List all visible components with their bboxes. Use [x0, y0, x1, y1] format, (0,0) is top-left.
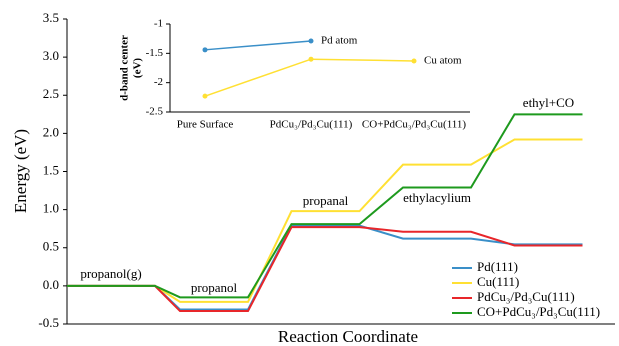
state-label: propanol: [191, 280, 238, 295]
state-label: ethyl+CO: [523, 95, 574, 110]
y-tick-label: 0.5: [43, 239, 59, 254]
series-label: Cu atom: [424, 54, 462, 66]
y-tick-label: 2.5: [43, 86, 59, 101]
y-axis-title: Energy (eV): [11, 129, 30, 213]
y-tick-label: 3.0: [43, 48, 59, 63]
y-tick-label: 1.5: [43, 162, 59, 177]
inset-point: [411, 58, 417, 64]
inset-line: [204, 40, 312, 51]
energy-line: [67, 226, 583, 313]
state-label: propanol(g): [80, 266, 141, 281]
inset-line: [204, 58, 415, 97]
y-tick-label: 1.0: [43, 201, 59, 216]
inset-x-tick-label: CO+PdCu₃/Pd₃Cu(111): [362, 119, 466, 131]
inset-point: [202, 47, 208, 53]
energy-line: [67, 113, 583, 299]
legend-label: CO+PdCu₃/Pd₃Cu(111): [477, 304, 600, 319]
y-tick-label: -0.5: [38, 315, 59, 330]
state-label: propanal: [303, 193, 349, 208]
inset-point: [202, 93, 208, 99]
inset-point: [308, 38, 314, 44]
legend-label: PdCu₃/Pd₃Cu(111): [477, 289, 575, 304]
inset-y-tick-label: -1: [154, 18, 163, 30]
x-axis-title: Reaction Coordinate: [278, 327, 418, 346]
legend-label: Pd(111): [477, 259, 518, 274]
inset-y-tick-label: -2: [154, 76, 163, 88]
inset-y-axis-title: (eV): [132, 58, 144, 78]
inset-y-tick-label: -2.5: [146, 106, 164, 118]
inset-y-tick-label: -1.5: [146, 47, 164, 59]
legend-label: Cu(111): [477, 274, 519, 289]
y-tick-label: 3.5: [43, 10, 59, 25]
y-tick-label: 0.0: [43, 277, 59, 292]
inset-point: [308, 56, 314, 62]
state-label: ethylacylium: [403, 190, 471, 205]
inset-y-axis-title: d-band center: [119, 35, 131, 101]
series-label: Pd atom: [321, 35, 358, 47]
inset-x-tick-label: PdCu₃/Pd₃Cu(111): [270, 119, 353, 131]
y-tick-label: 2.0: [43, 124, 59, 139]
inset-x-tick-label: Pure Surface: [177, 119, 234, 131]
